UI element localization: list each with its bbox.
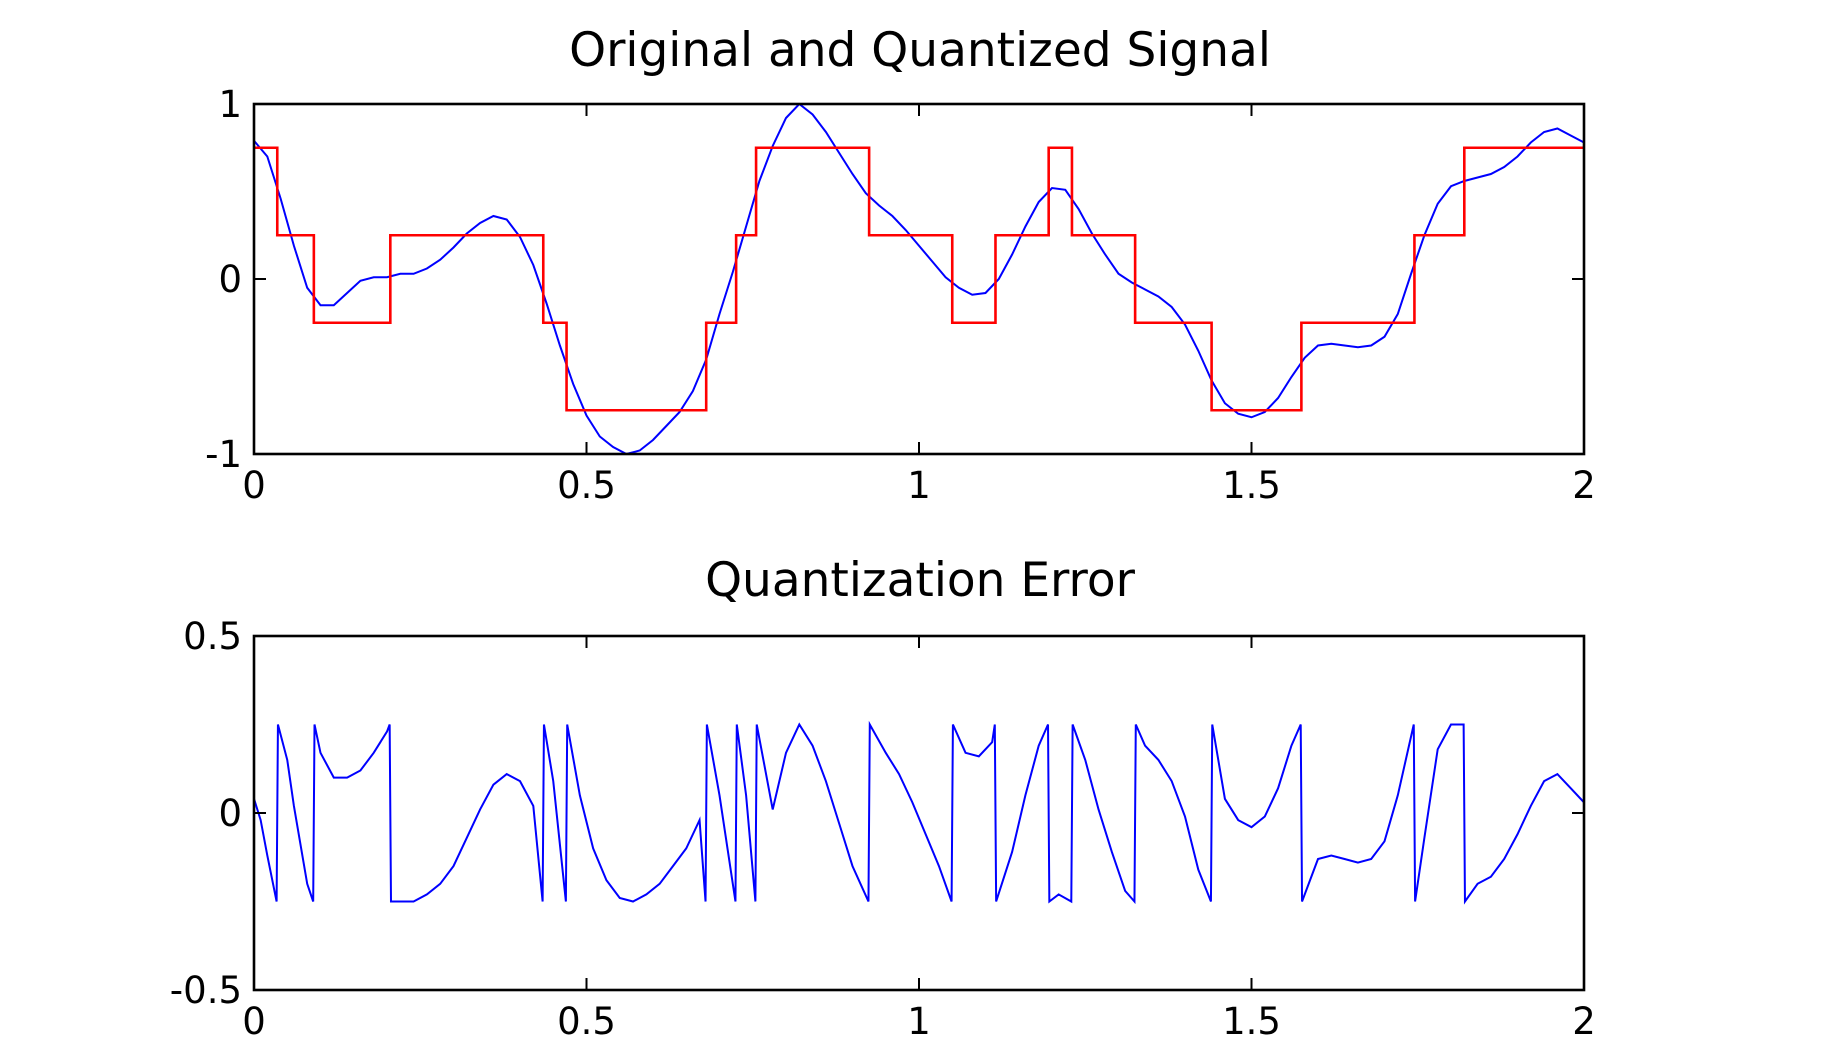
x-tick-label: 0 xyxy=(242,464,266,507)
quantized-step-line-1 xyxy=(254,146,1584,412)
x-tick-label: 1.5 xyxy=(1222,1000,1281,1043)
x-tick-label: 1 xyxy=(907,464,931,507)
y-tick-label: 1 xyxy=(218,83,242,126)
series-layer xyxy=(254,720,1584,905)
signal-line-0 xyxy=(254,104,1584,454)
x-tick-label: 0.5 xyxy=(557,464,616,507)
y-tick-label: -1 xyxy=(205,433,242,476)
plot-area: 0 0.5 1 1.5 2-0.500.5 xyxy=(170,615,1596,1043)
axes-frame xyxy=(252,102,1586,456)
plot-area: 0 0.5 1 1.5 2-101 xyxy=(205,83,1596,507)
x-tick-label: 2 xyxy=(1572,1000,1596,1043)
axes-frame xyxy=(252,634,1586,992)
x-tick-label: 0 xyxy=(242,1000,266,1043)
chart-original-quantized: Original and Quantized Signal 0 0.5 1 1.5 2 -… xyxy=(205,23,1596,507)
signal-line-0 xyxy=(254,720,1584,905)
chart-title: Original and Quantized Signal xyxy=(569,23,1271,78)
y-tick-label: 0 xyxy=(218,258,242,301)
x-tick-label: 2 xyxy=(1572,464,1596,507)
x-tick-label: 1 xyxy=(907,1000,931,1043)
x-tick-label: 0.5 xyxy=(557,1000,616,1043)
tick-layer: 0 0.5 1 1.5 2-0.500.5 xyxy=(170,615,1596,1043)
series-layer xyxy=(254,104,1584,454)
y-tick-label: 0.5 xyxy=(183,615,242,658)
x-tick-label: 1.5 xyxy=(1222,464,1281,507)
chart-title: Quantization Error xyxy=(705,553,1136,608)
y-tick-label: -0.5 xyxy=(170,969,242,1012)
tick-layer: 0 0.5 1 1.5 2-101 xyxy=(205,83,1596,507)
y-tick-label: 0 xyxy=(218,792,242,835)
chart-quantization-error: Quantization Error 0 0.5 1 1.5 2-0.500.5 xyxy=(170,553,1596,1043)
